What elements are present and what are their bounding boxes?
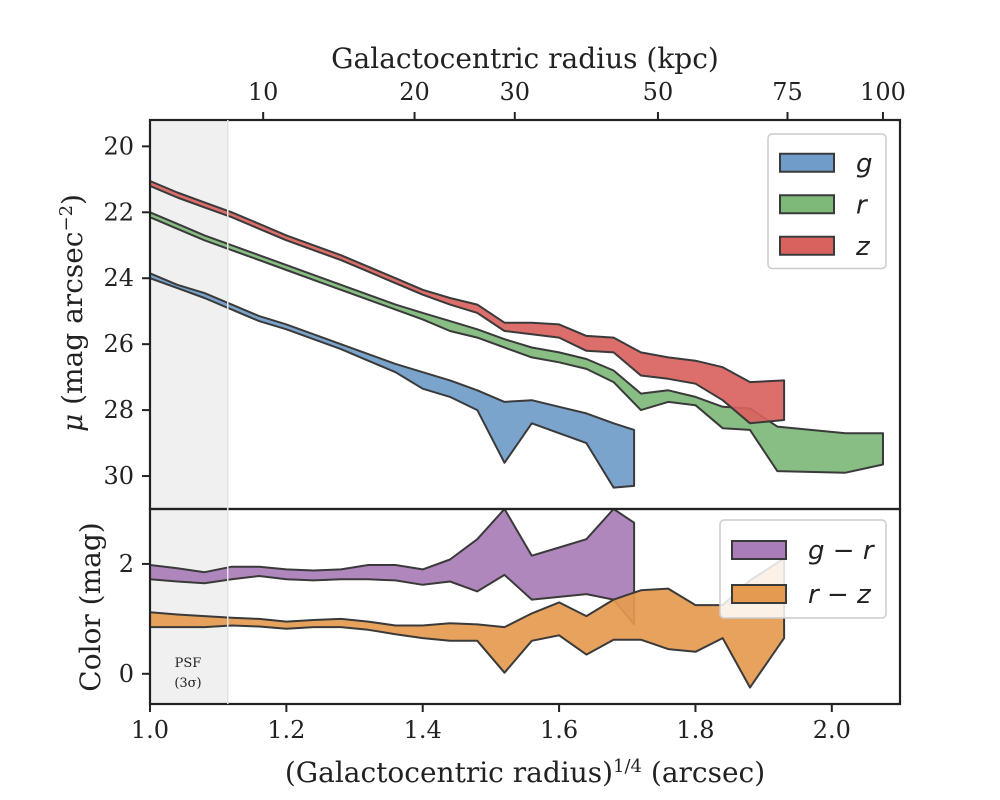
color-series <box>150 509 786 689</box>
legend-swatch <box>731 584 787 604</box>
x-tick-label: 1.4 <box>404 716 442 744</box>
bottom-x-ticks: 1.0 1.2 1.4 1.6 1.8 2.0 <box>131 704 851 744</box>
legend-swatch <box>779 194 835 215</box>
top-x-tick-label: 20 <box>399 78 430 106</box>
y-tick-label: 22 <box>103 198 134 226</box>
bottom-y-ticks: 02 <box>119 550 150 688</box>
top-secondary-x-ticks: 10 20 30 50 75 100 <box>248 78 906 120</box>
x-tick-label: 1.0 <box>131 716 169 744</box>
legend-label: r − z <box>808 580 872 610</box>
y-tick-label: 28 <box>103 396 134 424</box>
legend-swatch <box>779 152 835 173</box>
top-x-tick-label: 50 <box>643 78 674 106</box>
mu-band-r <box>149 211 884 474</box>
bottom-panel-frame <box>148 507 902 706</box>
y-tick-label: 20 <box>103 132 134 160</box>
top-x-axis-label: Galactocentric radius (kpc) <box>331 42 719 75</box>
surface-brightness-series <box>149 180 884 489</box>
y-tick-label: 26 <box>103 330 134 358</box>
y-tick-label: 2 <box>119 550 134 578</box>
legend-swatch <box>779 235 835 256</box>
mu-band-z <box>149 180 786 425</box>
legend-label: z <box>855 232 871 262</box>
legend-label: r <box>856 190 869 220</box>
psf-shaded-region-bottom <box>150 509 228 704</box>
top-x-tick-label: 100 <box>860 78 906 106</box>
psf-sigma-label: (3σ) <box>174 676 201 691</box>
top-x-tick-label: 75 <box>772 78 803 106</box>
bottom-y-axis-label: Color (mag) <box>74 522 107 691</box>
psf-shaded-region-top <box>150 120 228 509</box>
top-y-axis-label: μ (mag arcsec−2) <box>56 194 90 432</box>
x-tick-label: 1.6 <box>540 716 578 744</box>
x-tick-label: 1.8 <box>676 716 714 744</box>
y-tick-label: 24 <box>103 264 134 292</box>
legend-swatch <box>731 540 787 560</box>
mu-band-g <box>149 272 636 489</box>
psf-label: PSF <box>175 656 202 671</box>
top-x-tick-label: 30 <box>499 78 530 106</box>
x-tick-label: 2.0 <box>813 716 851 744</box>
bottom-legend: g − r r − z <box>719 519 887 619</box>
top-x-tick-label: 10 <box>248 78 279 106</box>
top-legend: grz <box>767 133 887 270</box>
y-tick-label: 30 <box>103 462 134 490</box>
x-tick-label: 1.2 <box>267 716 305 744</box>
y-tick-label: 0 <box>119 660 134 688</box>
legend-label: g − r <box>808 536 876 566</box>
color-band-rz <box>150 557 786 689</box>
top-y-ticks: 20 22 24 26 28 30 <box>103 132 150 490</box>
bottom-x-axis-label: (Galactocentric radius)1/4 (arcsec) <box>285 756 765 790</box>
legend-label: g <box>856 149 873 179</box>
